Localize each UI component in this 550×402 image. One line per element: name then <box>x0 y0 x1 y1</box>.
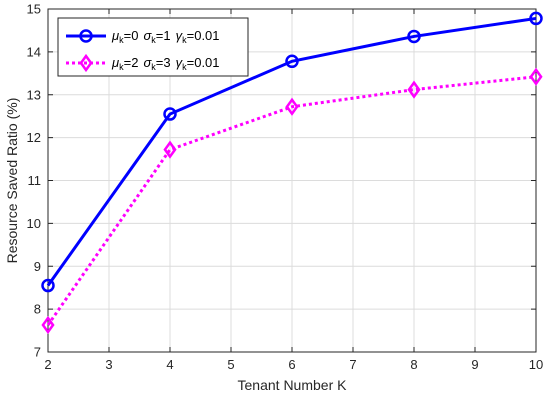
y-axis-ticks: 7 8 9 10 11 12 13 14 15 <box>27 2 536 360</box>
data-point <box>79 29 93 43</box>
data-point <box>285 97 299 116</box>
series-lines <box>41 11 543 335</box>
x-tick-label: 9 <box>471 357 478 372</box>
legend-circle-marker <box>79 29 93 43</box>
y-tick-label: 10 <box>27 216 41 231</box>
series-line <box>46 75 537 326</box>
x-tick-label: 7 <box>349 357 356 372</box>
x-tick-label: 3 <box>105 357 112 372</box>
x-axis-title: Tenant Number K <box>238 377 348 393</box>
legend-label: μk=0 σk=1 γk=0.01 <box>111 28 220 45</box>
x-tick-label: 2 <box>44 357 51 372</box>
series-0 <box>41 11 543 293</box>
data-point <box>529 11 543 26</box>
data-point <box>407 80 421 99</box>
y-tick-label: 15 <box>27 2 41 17</box>
y-tick-label: 7 <box>34 345 41 360</box>
series-1 <box>41 67 543 335</box>
legend-diamond-marker <box>79 53 93 73</box>
series-line <box>46 16 537 287</box>
x-tick-label: 6 <box>288 357 295 372</box>
data-point <box>41 278 55 293</box>
x-tick-label: 5 <box>227 357 234 372</box>
data-point <box>79 53 93 73</box>
data-point <box>529 67 543 86</box>
x-tick-label: 8 <box>410 357 417 372</box>
data-point <box>41 315 55 335</box>
x-tick-label: 4 <box>166 357 173 372</box>
data-point <box>285 54 299 69</box>
data-point <box>163 107 177 121</box>
data-point <box>163 140 177 159</box>
y-tick-label: 12 <box>27 130 41 145</box>
legend-entry: μk=0 σk=1 γk=0.01 <box>66 28 220 45</box>
legend-label: μk=2 σk=3 γk=0.01 <box>111 55 220 72</box>
y-axis-title: Resource Saved Ratio (%) <box>4 98 20 264</box>
y-tick-label: 8 <box>34 302 41 317</box>
data-point <box>407 29 421 44</box>
legend: μk=0 σk=1 γk=0.01 μk=2 σk=3 γk=0.01 <box>57 17 249 77</box>
legend-entry: μk=2 σk=3 γk=0.01 <box>66 53 220 73</box>
y-tick-label: 9 <box>34 259 41 274</box>
x-axis-ticks: 2 3 4 5 6 7 8 9 10 <box>44 9 543 372</box>
y-tick-label: 11 <box>28 173 42 188</box>
y-tick-label: 13 <box>27 87 41 102</box>
y-tick-label: 14 <box>27 44 41 59</box>
x-tick-label: 10 <box>529 357 543 372</box>
